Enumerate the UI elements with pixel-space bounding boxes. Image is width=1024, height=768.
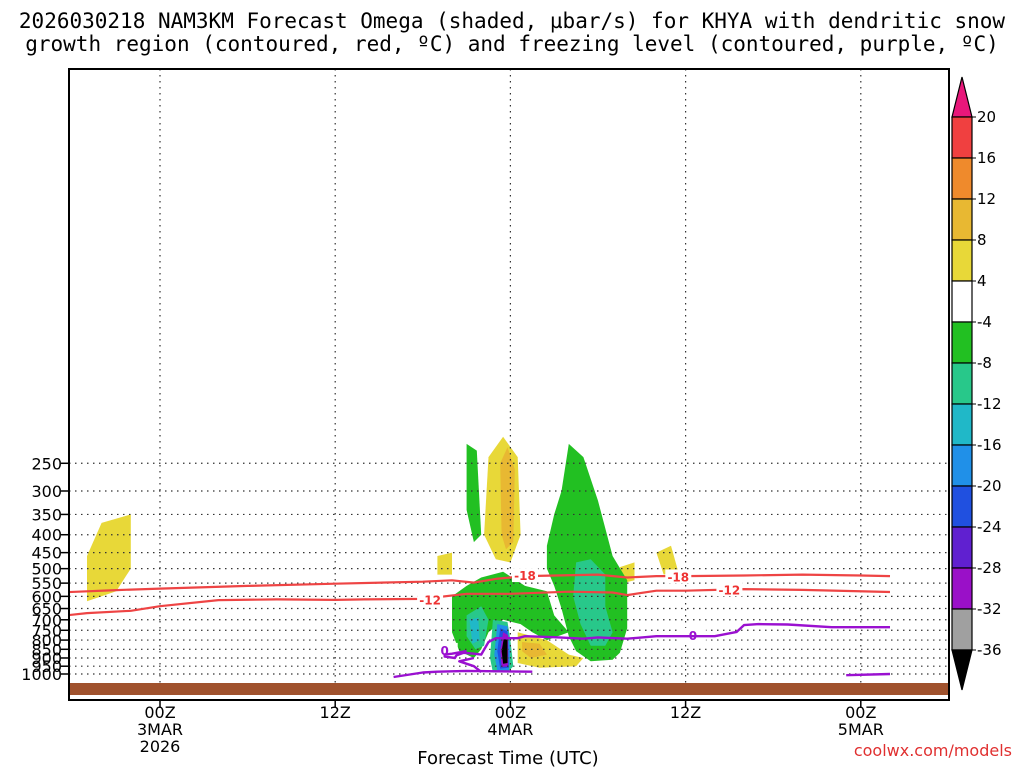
y-tick-label: 1000: [21, 665, 62, 684]
omega-region-10: [517, 632, 584, 668]
colorbar-label: -12: [977, 395, 1002, 413]
freezing-contour-2: [458, 656, 482, 673]
x-axis-label: Forecast Time (UTC): [417, 748, 598, 768]
colorbar-bottom-arrow: [951, 649, 973, 691]
y-tick-label: 650: [31, 600, 62, 619]
y-tick-label: 900: [31, 649, 62, 668]
grid-lines: [69, 69, 949, 700]
credit-text[interactable]: coolwx.com/models: [854, 741, 1012, 760]
colorbar-label: -32: [977, 600, 1002, 618]
colorbar-label: -8: [977, 354, 992, 372]
colorbar-segment: [951, 280, 973, 323]
colorbar-segment: [951, 526, 973, 569]
omega-region-22: [501, 638, 508, 664]
omega-region-13: [546, 443, 628, 662]
omega-region-15: [573, 559, 613, 646]
freezing-contour-label-bg: [679, 627, 706, 642]
colorbar-segment: [951, 116, 973, 159]
colorbar-segment: [951, 321, 973, 364]
colorbar-segment: [951, 362, 973, 405]
colorbar-segment: [951, 444, 973, 487]
colorbar-top-arrow: [951, 76, 973, 118]
dgz-contour-label-bg: [512, 568, 538, 583]
colorbar-segment: [951, 608, 973, 651]
freezing-contour-3: [846, 672, 891, 677]
y-tick-label: 350: [31, 505, 62, 524]
dgz-contour-label: -12: [419, 594, 441, 608]
omega-region-9: [437, 552, 452, 575]
colorbar-label: -36: [977, 641, 1002, 659]
colorbar-label: -24: [977, 518, 1002, 536]
colorbar-label: 20: [977, 108, 996, 126]
dgz-contour-1: [69, 588, 891, 617]
colorbar: 20 16 12 8 4 -4 -8 -12 -16 -20 -24 -28 -32 -36: [951, 76, 1002, 691]
y-tick-label: 250: [31, 454, 62, 473]
colorbar-label: -4: [977, 313, 992, 331]
omega-region-11: [522, 642, 547, 658]
colorbar-segment: [951, 239, 973, 282]
y-tick-label: 300: [31, 482, 62, 501]
colorbar-segment: [951, 157, 973, 200]
x-tick-label: 2026: [140, 737, 181, 756]
colorbar-segment: [951, 403, 973, 446]
x-tick-label: 00Z: [144, 703, 175, 722]
colorbar-label: -16: [977, 436, 1002, 454]
y-tick-label: 800: [31, 631, 62, 650]
colorbar-label: -28: [977, 559, 1002, 577]
ground-terrain: [69, 683, 949, 695]
dgz-contour-label: -18: [514, 569, 536, 583]
colorbar-label: -20: [977, 477, 1002, 495]
omega-region-7: [656, 545, 679, 575]
x-tick-label: 00Z: [845, 703, 876, 722]
omega-region-17: [469, 617, 480, 644]
y-tick-label: 400: [31, 526, 62, 545]
dgz-contour-0: [69, 573, 891, 594]
colorbar-segment: [951, 485, 973, 528]
dgz-contour-label-bg: [417, 592, 444, 607]
freezing-contour-0: [393, 669, 533, 679]
x-tick-label: 00Z: [495, 703, 526, 722]
y-tick-label: 950: [31, 657, 62, 676]
colorbar-segment: [951, 198, 973, 241]
omega-region-4: [0, 665, 14, 671]
colorbar-label: 8: [977, 231, 987, 249]
x-tick-label: 12Z: [670, 703, 701, 722]
omega-region-2: [87, 514, 131, 602]
chart-title-line-2: growth region (contoured, red, ºC) and f…: [25, 32, 999, 56]
dgz-contour-label: -12: [719, 583, 741, 597]
x-tick-label: 3MAR: [137, 720, 183, 739]
colorbar-label: 16: [977, 149, 996, 167]
y-tick-label: 500: [31, 560, 62, 579]
y-tick-label: 550: [31, 574, 62, 593]
colorbar-label: 12: [977, 190, 996, 208]
y-tick-label: 850: [31, 640, 62, 659]
omega-region-12: [466, 443, 482, 543]
dgz-contour-label-bg: [716, 582, 743, 597]
colorbar-segment: [951, 567, 973, 610]
plot-frame: [68, 68, 950, 701]
x-tick-label: 4MAR: [487, 720, 533, 739]
colorbar-label: 4: [977, 272, 987, 290]
chart-title-line-1: 2026030218 NAM3KM Forecast Omega (shaded…: [19, 9, 1006, 33]
dgz-contour-label-bg: [665, 569, 692, 584]
x-tick-label: 12Z: [320, 703, 351, 722]
omega-region-6: [500, 447, 515, 550]
y-axis: 250 300 350 4004505005506006507007508008509…: [21, 454, 69, 684]
y-tick-label: 450: [31, 544, 62, 563]
y-tick-label: 700: [31, 611, 62, 630]
freezing-contour-label: 0: [441, 644, 449, 658]
y-tick-label: 600: [31, 587, 62, 606]
x-tick-label: 5MAR: [838, 720, 884, 739]
y-tick-label: 750: [31, 621, 62, 640]
dgz-contour-label: -18: [667, 570, 689, 584]
freezing-contour-1: [443, 622, 890, 660]
